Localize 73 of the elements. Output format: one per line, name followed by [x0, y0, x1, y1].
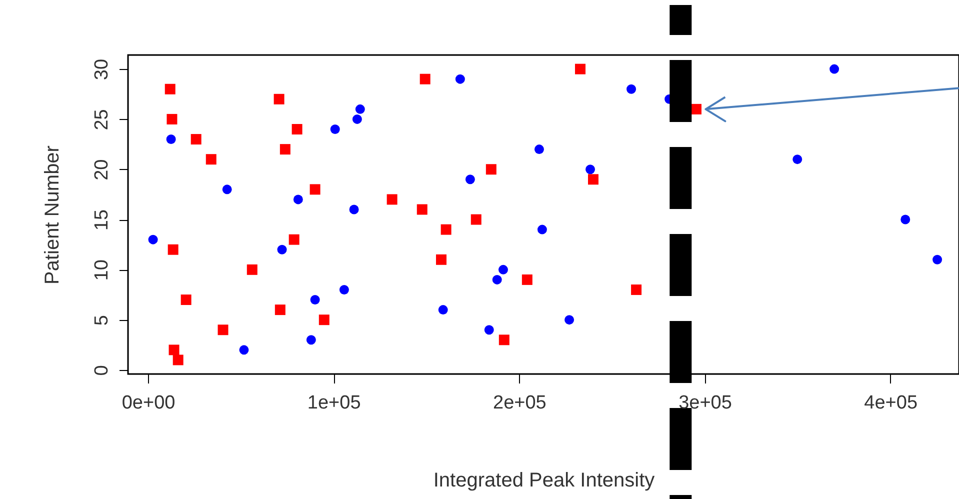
y-tick-label: 20 — [92, 159, 112, 180]
point — [218, 324, 228, 336]
point — [522, 274, 532, 285]
point — [440, 224, 452, 235]
point — [537, 224, 547, 234]
point — [280, 144, 290, 155]
x-tick-label: 1e+05 — [307, 392, 361, 414]
point — [166, 114, 178, 124]
point — [498, 334, 510, 346]
point — [830, 64, 840, 74]
point — [349, 204, 359, 214]
point — [172, 354, 184, 366]
point — [318, 314, 330, 326]
point — [190, 134, 202, 145]
point — [306, 335, 316, 345]
point — [310, 184, 320, 195]
x-tick-label: 4e+05 — [864, 392, 918, 414]
point — [498, 264, 508, 274]
point — [180, 294, 192, 306]
point — [166, 134, 176, 144]
point — [438, 305, 448, 315]
x-tick-label: 2e+05 — [493, 392, 546, 414]
point — [274, 304, 286, 316]
point — [455, 74, 465, 84]
point — [274, 94, 284, 104]
point — [355, 104, 365, 114]
point — [486, 164, 496, 175]
point — [339, 285, 349, 294]
point — [168, 344, 180, 356]
y-tick-label: 10 — [92, 260, 112, 281]
y-tick-label: 30 — [92, 58, 112, 80]
x-tick-label: 0e+00 — [122, 392, 176, 414]
point — [288, 234, 300, 245]
point — [564, 315, 574, 325]
point — [330, 124, 340, 134]
point — [932, 254, 942, 264]
point — [534, 144, 544, 154]
y-axis-title: Patient Number — [42, 145, 64, 284]
point — [246, 264, 258, 275]
x-tick-label: 3e+05 — [678, 392, 732, 414]
point — [222, 184, 232, 194]
point — [310, 295, 320, 304]
point — [588, 174, 598, 185]
point — [352, 114, 362, 124]
point — [900, 214, 910, 224]
point — [206, 154, 216, 165]
point — [465, 174, 475, 184]
point — [470, 214, 482, 225]
point — [293, 194, 303, 204]
point — [690, 104, 702, 114]
point — [239, 345, 249, 355]
point — [277, 244, 287, 254]
x-axis-title: Integrated Peak Intensity — [433, 470, 655, 492]
y-tick-label: 25 — [92, 109, 112, 130]
point — [436, 254, 446, 265]
line-series — [704, 87, 959, 122]
point — [586, 164, 596, 174]
point — [292, 124, 302, 134]
point — [492, 274, 502, 284]
point — [164, 84, 176, 94]
y-tick-label: 15 — [92, 209, 112, 231]
point — [148, 234, 158, 244]
point — [626, 84, 636, 94]
point — [575, 64, 586, 74]
point — [416, 204, 428, 215]
point — [792, 154, 802, 164]
point — [386, 194, 398, 205]
point — [484, 325, 494, 335]
point — [631, 284, 642, 295]
y-tick-label: 0 — [92, 365, 112, 376]
point — [420, 74, 430, 84]
point — [168, 244, 178, 255]
y-tick-label: 5 — [92, 315, 112, 326]
